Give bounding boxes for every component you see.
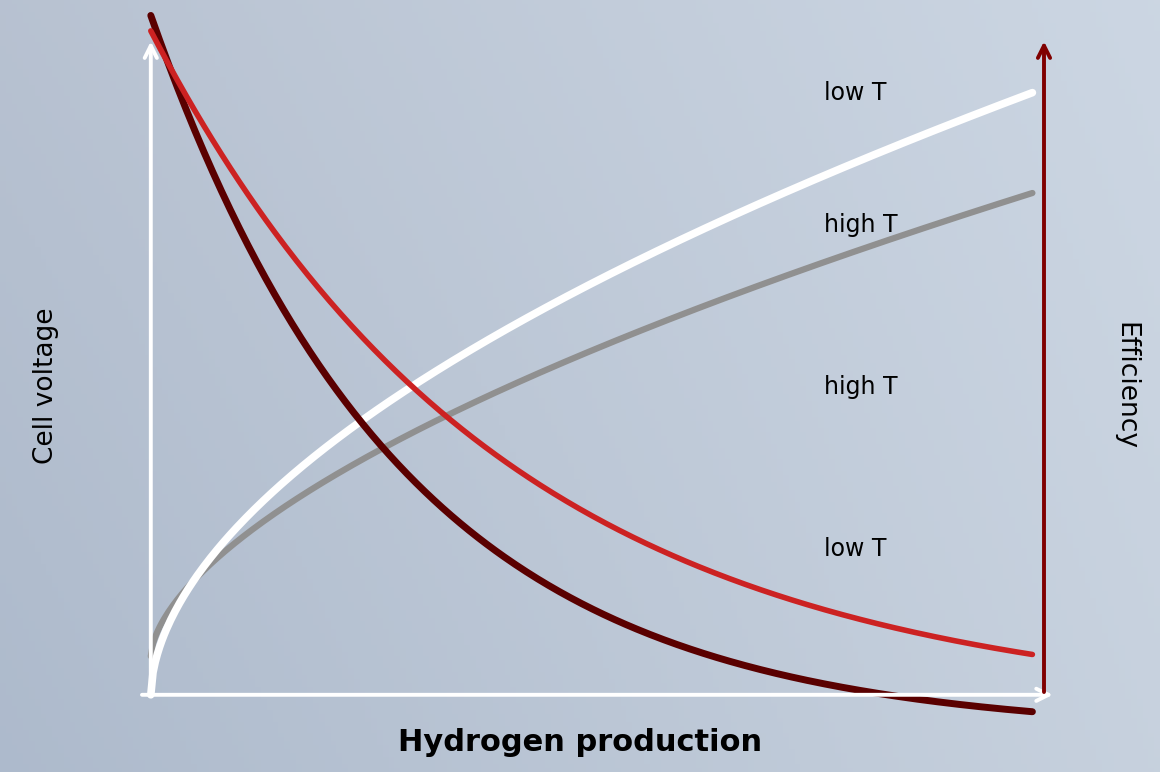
Text: Hydrogen production: Hydrogen production <box>398 727 762 757</box>
Text: Efficiency: Efficiency <box>1112 322 1138 450</box>
Text: high T: high T <box>824 212 897 236</box>
Text: low T: low T <box>824 537 886 560</box>
Text: high T: high T <box>824 374 897 398</box>
Text: Cell voltage: Cell voltage <box>34 308 59 464</box>
Text: low T: low T <box>824 81 886 105</box>
